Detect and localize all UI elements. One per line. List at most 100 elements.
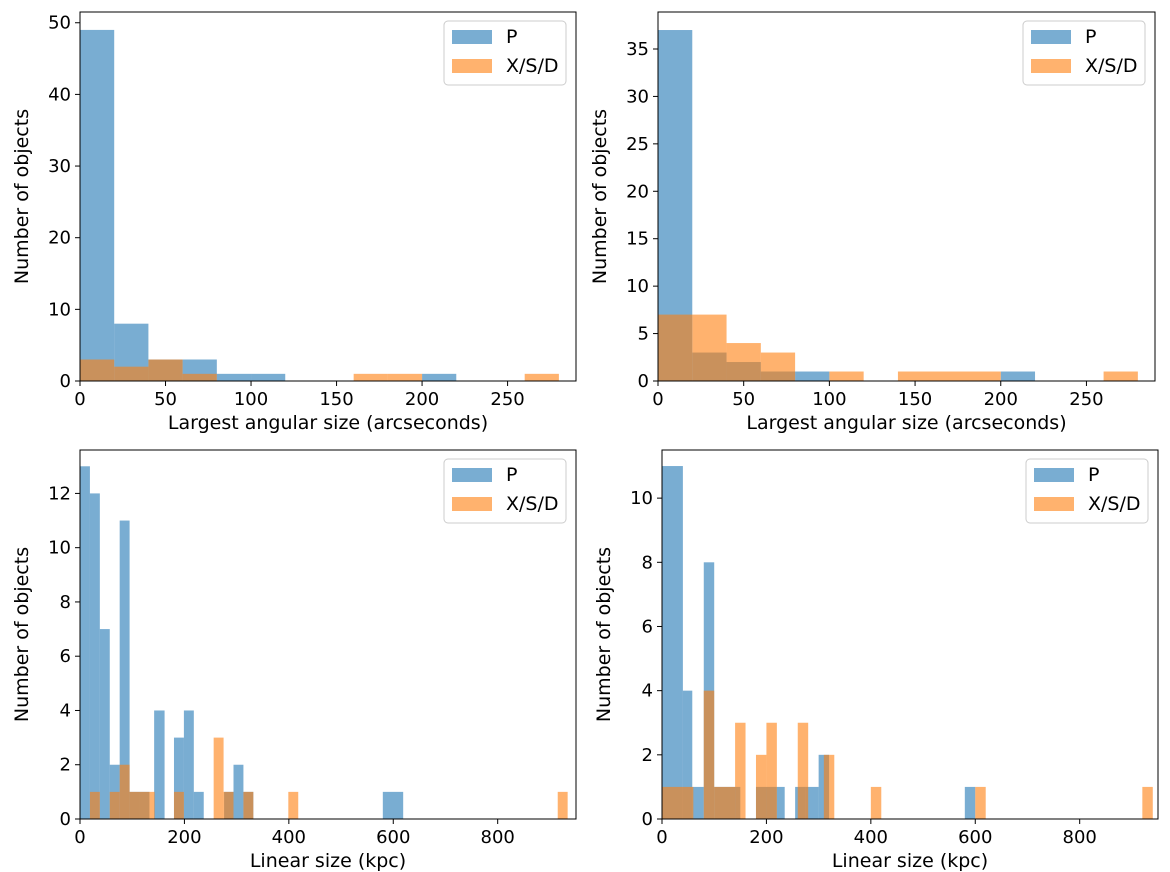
x-axis-label: Linear size (kpc) [250, 850, 406, 872]
x-tick-label: 800 [1063, 827, 1097, 848]
bar-p-8 [805, 786, 819, 819]
legend-swatch [1031, 59, 1071, 73]
legend-label: P [1085, 26, 1096, 48]
bar-p-10 [183, 710, 194, 819]
y-axis-label: Number of objects [589, 109, 611, 284]
legend-label: P [506, 464, 517, 486]
legend-swatch [452, 468, 492, 482]
x-tick-label: 100 [812, 389, 846, 410]
bar-p-13 [233, 764, 244, 819]
x-tick-label: 600 [958, 827, 992, 848]
y-tick-label: 20 [626, 181, 649, 202]
legend: P X/S/D [1025, 458, 1149, 524]
bar-xsd-0 [662, 786, 694, 819]
bar-p-2 [99, 629, 110, 819]
bar-p-6 [776, 786, 785, 819]
y-tick-label: 40 [48, 84, 71, 105]
x-tick-label: 250 [490, 389, 524, 410]
legend-swatch [1034, 468, 1074, 482]
legend-label: X/S/D [506, 493, 559, 515]
y-tick-label: 10 [48, 538, 71, 559]
x-axis-label: Largest angular size (arcseconds) [746, 412, 1066, 434]
x-tick-label: 800 [481, 827, 515, 848]
x-tick-label: 50 [732, 389, 755, 410]
legend-swatch [452, 30, 492, 44]
legend: P X/S/D [443, 20, 567, 86]
bar-xsd-1 [114, 366, 149, 381]
y-tick-label: 25 [626, 134, 649, 155]
bar-p-0 [80, 29, 115, 381]
legend-label: X/S/D [1088, 493, 1141, 515]
bar-xsd-3 [735, 722, 746, 819]
y-tick-label: 50 [48, 13, 71, 34]
x-tick-label: 400 [272, 827, 306, 848]
chart-top-right: 0 50 100 150 200 250 0 5 10 15 20 25 30 35 Largest ang… [589, 11, 1156, 434]
bar-xsd-2 [148, 359, 183, 381]
bar-xsd-6 [524, 373, 559, 381]
x-tick-label: 0 [74, 827, 85, 848]
bar-xsd-2 [119, 764, 130, 819]
x-tick-label: 200 [984, 389, 1018, 410]
y-tick-label: 6 [60, 646, 71, 667]
bar-xsd-8 [223, 791, 234, 819]
x-tick-label: 400 [854, 827, 888, 848]
y-tick-label: 10 [630, 488, 653, 509]
bar-xsd-4 [139, 791, 150, 819]
bar-xsd-1 [109, 791, 120, 819]
axes-frame [79, 449, 577, 820]
bar-xsd-6 [797, 722, 809, 819]
bar-p-4 [119, 520, 130, 819]
y-tick-label: 4 [642, 681, 653, 702]
y-tick-label: 10 [48, 299, 71, 320]
x-tick-label: 100 [234, 389, 268, 410]
x-tick-label: 0 [656, 827, 667, 848]
legend: P X/S/D [443, 458, 567, 524]
x-tick-label: 200 [167, 827, 201, 848]
y-tick-label: 5 [638, 324, 649, 345]
chart-bottom-right: 0 200 400 600 800 0 2 4 6 8 10 Linear size (kpc) Num… [593, 449, 1159, 872]
y-tick-label: 20 [48, 228, 71, 249]
bar-p-8 [154, 710, 165, 819]
bar-xsd-5 [387, 373, 423, 381]
y-tick-label: 4 [60, 700, 71, 721]
bar-xsd-4 [829, 371, 864, 381]
x-tick-label: 250 [1069, 389, 1103, 410]
y-axis-label: Number of objects [593, 547, 615, 722]
bar-xsd-5 [766, 722, 777, 819]
y-tick-label: 6 [642, 616, 653, 637]
bar-p-1 [89, 493, 100, 819]
bar-p-4 [216, 373, 252, 381]
bar-p-4 [795, 371, 830, 381]
x-tick-label: 0 [652, 389, 663, 410]
y-tick-label: 8 [642, 552, 653, 573]
bar-p-9 [173, 737, 184, 819]
bar-p-1 [682, 690, 693, 819]
bar-xsd-2 [714, 786, 736, 819]
bar-xsd-3 [182, 373, 217, 381]
bar-p-5 [1000, 371, 1036, 381]
bar-xsd-5 [897, 371, 1001, 381]
legend: P X/S/D [1022, 20, 1146, 86]
bar-xsd-0 [80, 359, 115, 381]
x-tick-label: 150 [319, 389, 353, 410]
bar-xsd-10 [288, 791, 299, 819]
bar-xsd-9 [975, 786, 986, 819]
bar-xsd-9 [243, 791, 254, 819]
x-tick-label: 150 [898, 389, 932, 410]
y-tick-label: 0 [60, 809, 71, 830]
bar-xsd-10 [1142, 786, 1153, 819]
legend-label: X/S/D [506, 55, 559, 77]
legend-swatch [452, 59, 492, 73]
y-tick-label: 0 [638, 371, 649, 392]
bar-p-15 [382, 791, 404, 819]
axes-frame [661, 449, 1159, 820]
bar-xsd-0 [658, 314, 693, 381]
bar-xsd-4 [353, 373, 388, 381]
y-tick-label: 30 [48, 156, 71, 177]
y-tick-label: 30 [626, 86, 649, 107]
axes-frame [79, 11, 577, 382]
legend-label: P [506, 26, 517, 48]
bar-p-2 [692, 786, 704, 819]
x-axis-label: Linear size (kpc) [832, 850, 988, 872]
